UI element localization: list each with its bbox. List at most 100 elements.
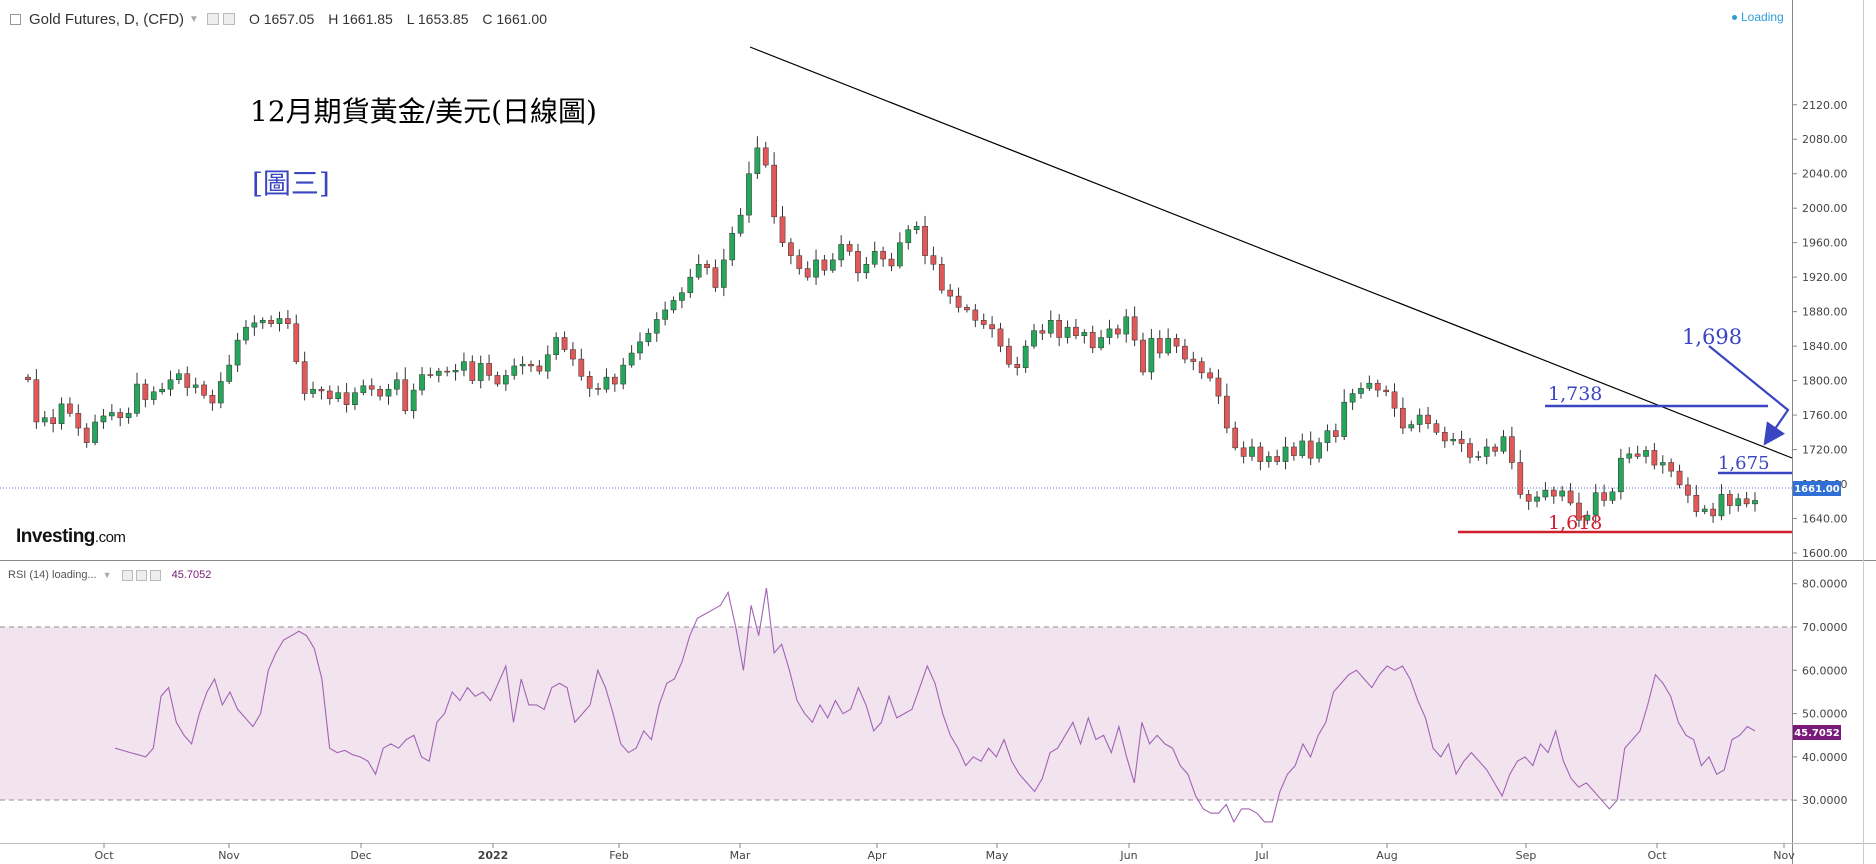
candle-body	[687, 276, 694, 293]
candle-body	[226, 364, 233, 382]
candle	[217, 372, 224, 409]
candle-body	[888, 258, 895, 267]
rsi-overbought-oversold-band	[0, 627, 1792, 800]
candle-body	[729, 232, 736, 261]
candle	[905, 225, 912, 250]
candle	[1718, 484, 1725, 521]
candle-body	[285, 318, 291, 324]
chevron-down-icon[interactable]: ▼	[102, 570, 112, 580]
candle	[150, 386, 157, 405]
candle-body	[846, 244, 853, 252]
close-icon[interactable]	[149, 569, 161, 581]
candle	[704, 260, 710, 275]
rsi-label[interactable]: RSI (14) loading...	[8, 569, 97, 581]
candle	[788, 238, 794, 265]
candle-body	[444, 370, 451, 373]
candle	[947, 284, 954, 304]
downtrend-line	[749, 46, 1793, 459]
candle-body	[100, 415, 107, 423]
candle	[1710, 502, 1716, 523]
candle	[1626, 447, 1633, 464]
visibility-icon[interactable]	[121, 569, 133, 581]
time-axis[interactable]: Oct Nov Dec 2022 Feb Mar Apr May Jun Jul Aug Sep Oct…	[94, 843, 1795, 862]
candle	[1509, 426, 1515, 470]
price-axis-tick-label: 1720.00	[1802, 444, 1848, 457]
candle-body	[804, 268, 811, 278]
candle	[687, 268, 694, 298]
candle-body	[1559, 490, 1566, 497]
candle-body	[813, 259, 819, 278]
candlestick-series	[25, 136, 1758, 528]
candle	[452, 363, 459, 381]
high-value: H 1661.85	[328, 11, 393, 27]
candle-body	[905, 229, 912, 243]
candle-body	[1467, 443, 1473, 458]
candle	[1148, 329, 1155, 380]
candle-body	[1282, 446, 1289, 462]
collapse-pane-icon[interactable]	[10, 13, 21, 25]
candle-body	[1735, 498, 1742, 506]
candle-body	[955, 295, 962, 308]
candle-body	[829, 259, 836, 271]
candle	[469, 355, 476, 385]
candle	[1064, 320, 1071, 344]
candle-body	[930, 255, 937, 265]
candle	[108, 404, 115, 421]
candle	[1131, 306, 1138, 347]
rsi-axis[interactable]: 80.0000 70.0000 60.0000 50.0000 40.0000 30.00…	[1792, 578, 1848, 808]
candle-body	[67, 403, 73, 414]
candle	[1618, 448, 1624, 500]
candle	[1643, 446, 1649, 464]
symbol-title[interactable]: Gold Futures, D, (CFD)	[29, 10, 185, 28]
candle-body	[234, 339, 241, 366]
candle	[804, 261, 811, 281]
settings-icon[interactable]	[135, 569, 147, 581]
candle-body	[1525, 494, 1532, 502]
candle-body	[1349, 393, 1356, 403]
candle-body	[427, 374, 434, 376]
candle	[1073, 318, 1079, 340]
last-price-tag: 1661.00	[1793, 481, 1841, 496]
settings-icon[interactable]	[222, 13, 235, 25]
candle	[58, 397, 65, 430]
candle-body	[310, 388, 316, 394]
candle	[1223, 383, 1230, 434]
candle	[251, 315, 258, 336]
candle-body	[134, 383, 140, 414]
candle	[1500, 430, 1507, 454]
visibility-icon[interactable]	[206, 13, 219, 25]
candle	[1081, 329, 1088, 344]
candle-body	[1643, 450, 1649, 457]
chevron-down-icon[interactable]: ▼	[189, 13, 199, 25]
candle	[1039, 324, 1046, 341]
candle	[1349, 388, 1356, 410]
candle-body	[653, 319, 660, 334]
candle-body	[50, 417, 57, 424]
candle	[511, 358, 518, 380]
price-axis-tick-label: 2000.00	[1802, 202, 1848, 215]
candle-body	[343, 392, 350, 405]
candle-body	[620, 364, 627, 385]
candle-body	[771, 164, 777, 218]
symbol-header: Gold Futures, D, (CFD) ▼ O 1657.05 H 166…	[0, 0, 557, 38]
candle	[427, 367, 434, 379]
candle-body	[1131, 316, 1138, 341]
candle	[377, 385, 383, 401]
candle-body	[259, 320, 266, 324]
candle-body	[159, 388, 165, 393]
candle	[444, 366, 451, 377]
candle-body	[1307, 440, 1314, 459]
candle-body	[1416, 414, 1423, 425]
candle	[989, 316, 995, 338]
candle	[1198, 357, 1205, 379]
candle-body	[201, 384, 207, 396]
candle	[955, 287, 962, 313]
candle	[276, 311, 283, 332]
time-axis-tick-label: Mar	[730, 849, 751, 862]
candle	[938, 256, 945, 294]
candle	[1534, 491, 1540, 508]
candle-body	[821, 259, 828, 271]
candle-body	[352, 392, 358, 405]
candle	[1190, 351, 1197, 371]
